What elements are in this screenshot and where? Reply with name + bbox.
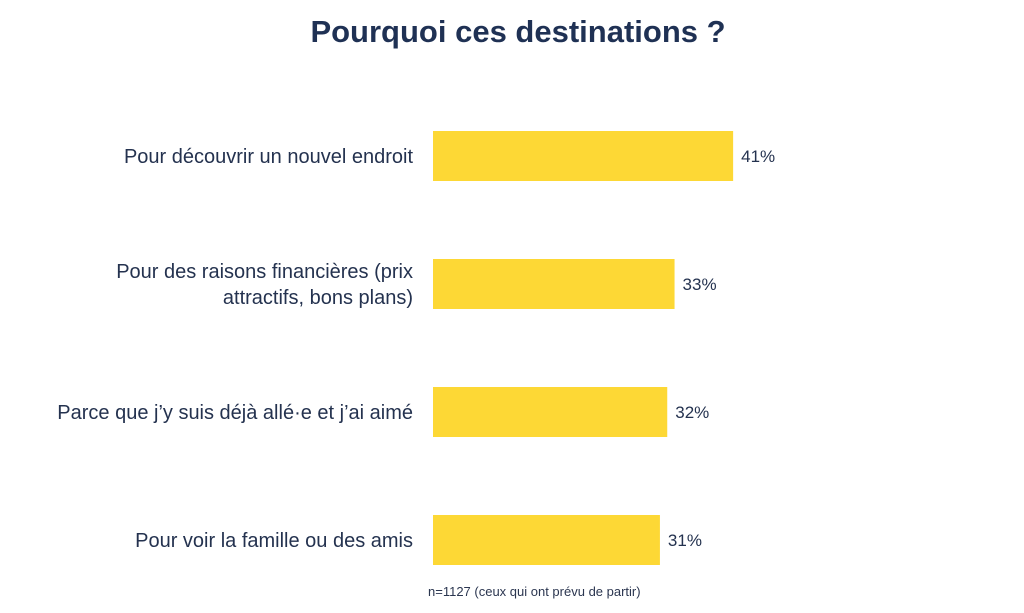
category-label-3: Parce que j’y suis déjà allé·e et j’ai a… xyxy=(57,402,413,424)
category-label-4: Pour voir la famille ou des amis xyxy=(135,530,413,552)
sample-size-note: n=1127 (ceux qui ont prévu de partir) xyxy=(428,584,641,599)
bar-3 xyxy=(433,387,668,437)
category-label-line: attractifs, bons plans) xyxy=(223,287,413,309)
value-label-3: 32% xyxy=(675,403,709,422)
category-label-1: Pour découvrir un nouvel endroit xyxy=(124,146,414,168)
chart-title: Pourquoi ces destinations ? xyxy=(310,14,726,49)
category-label-line: Pour découvrir un nouvel endroit xyxy=(124,146,414,168)
category-label-line: Pour des raisons financières (prix xyxy=(116,261,413,283)
bar-2 xyxy=(433,259,675,309)
category-label-line: Pour voir la famille ou des amis xyxy=(135,530,413,552)
category-label-2: Pour des raisons financières (prix attrac… xyxy=(116,261,413,309)
value-label-2: 33% xyxy=(683,275,717,294)
category-label-line: Parce que j’y suis déjà allé·e et j’ai a… xyxy=(57,402,413,424)
bar-4 xyxy=(433,515,660,565)
bar-1 xyxy=(433,131,734,181)
value-label-4: 31% xyxy=(668,531,702,550)
value-label-1: 41% xyxy=(741,147,775,166)
